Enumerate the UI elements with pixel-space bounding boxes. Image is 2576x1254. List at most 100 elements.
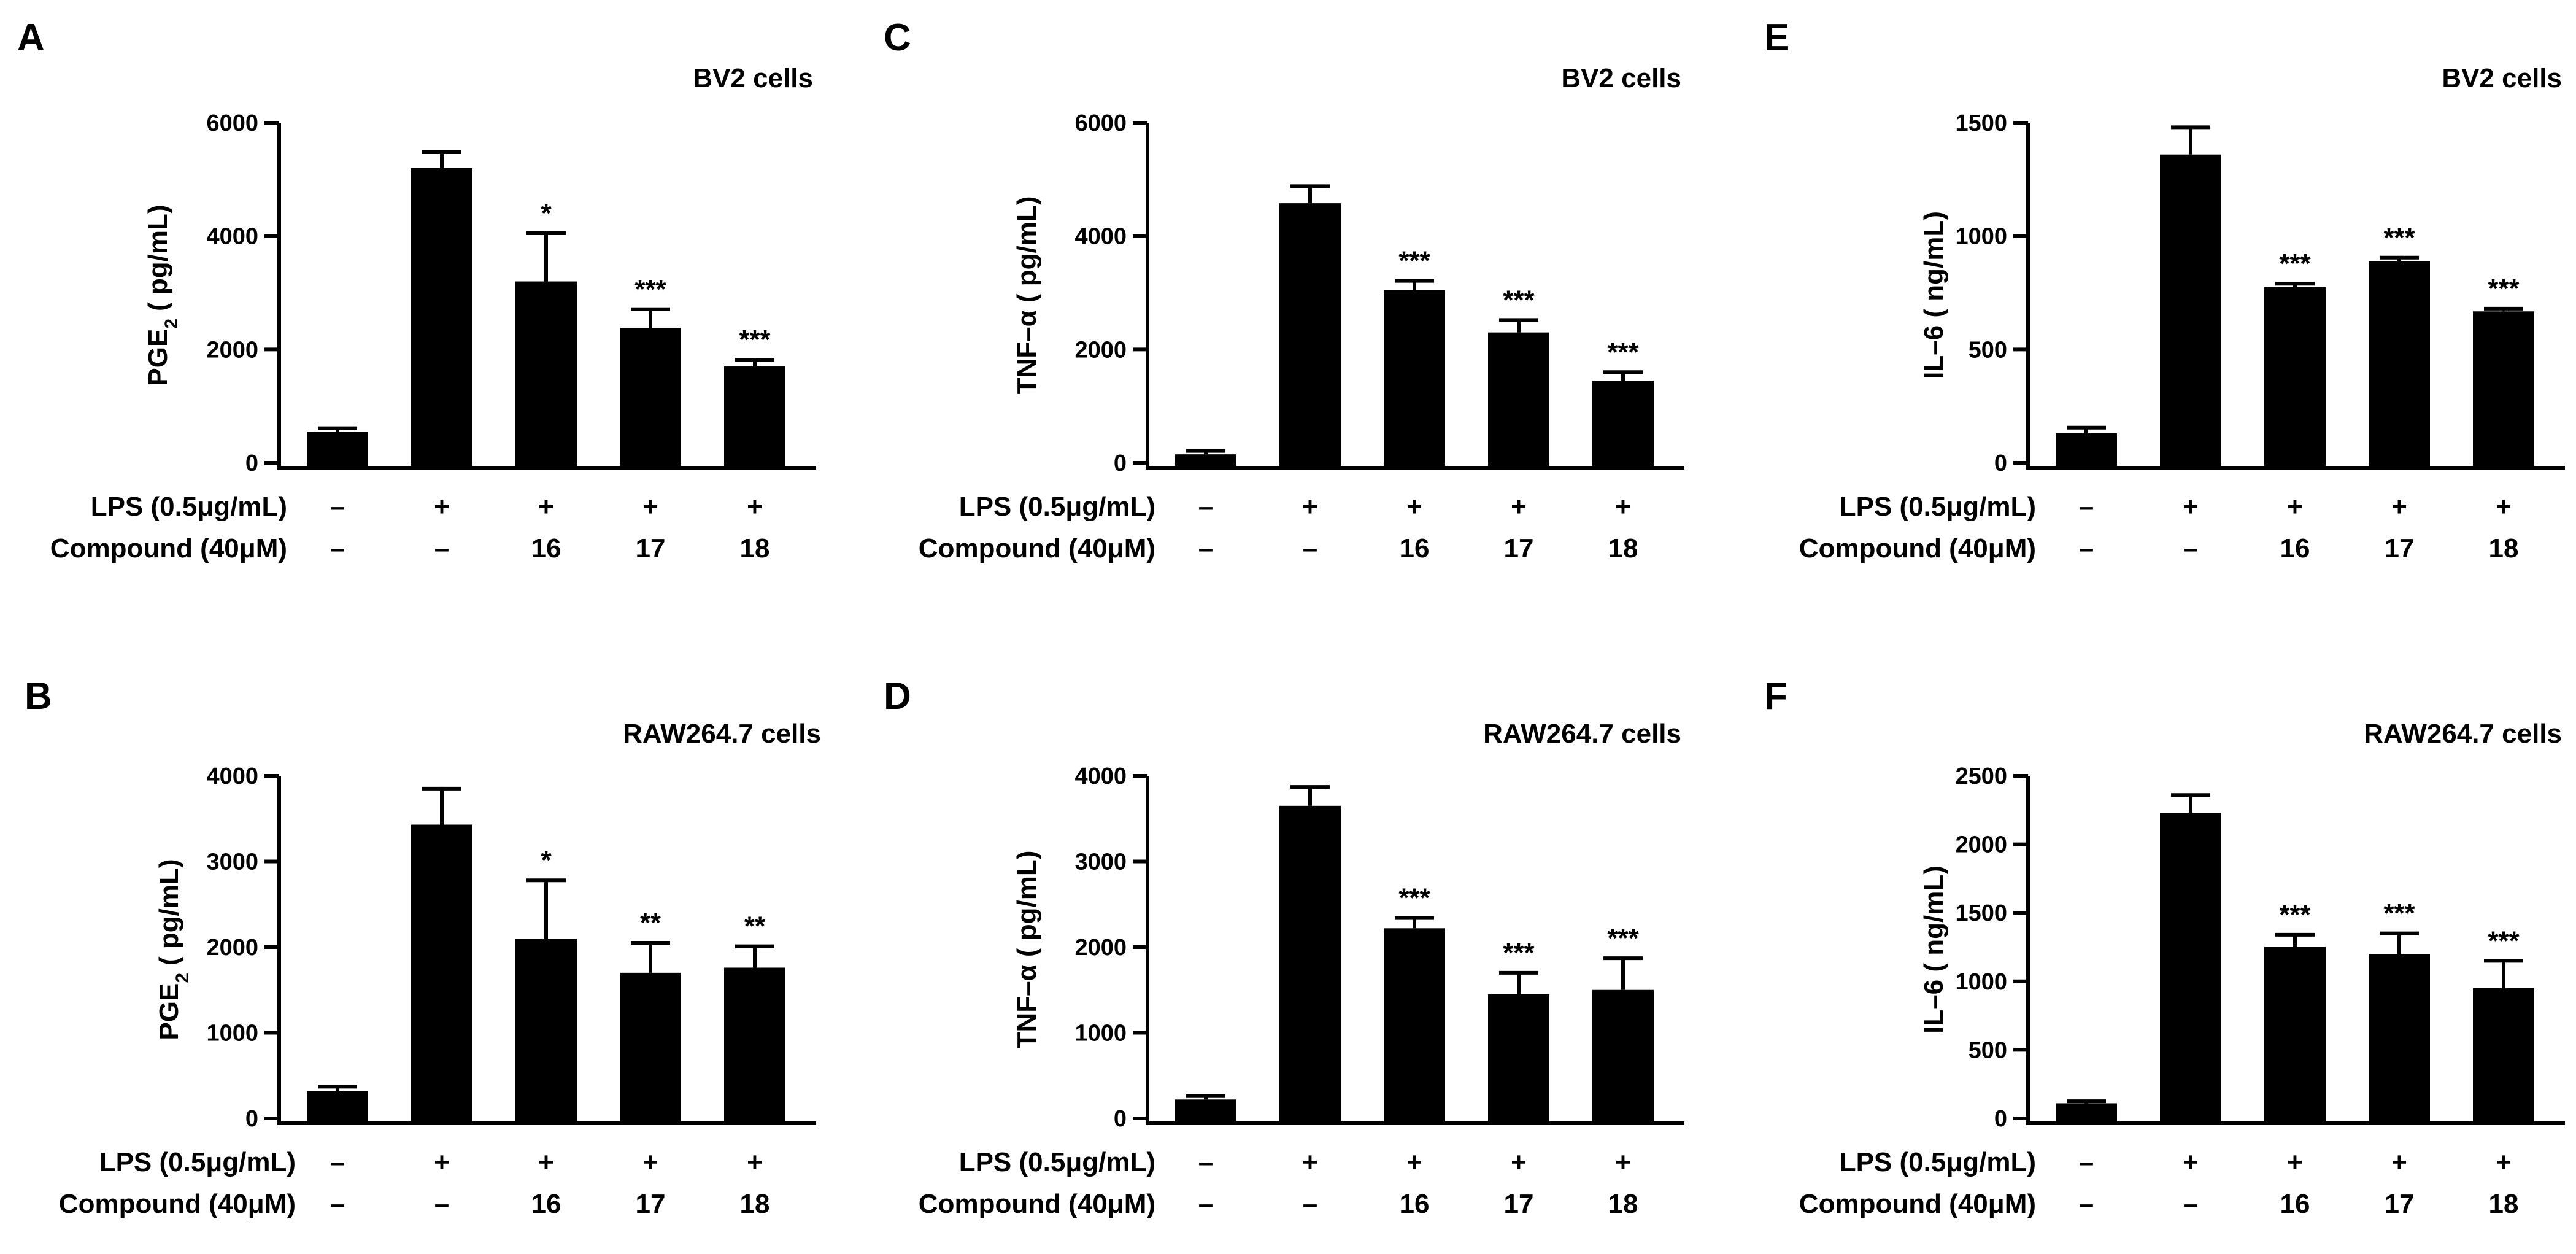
lps-row-label: LPS (0.5μg/mL) (959, 492, 1155, 522)
panel-letter: A (17, 17, 45, 59)
y-axis-label: TNF–α ( pg/mL) (1012, 196, 1042, 395)
y-tick-label: 4000 (1074, 224, 1127, 250)
panel-b: B RAW264.7 cells 0 1000 2000 3000 4000 PGE2 ( pg… (25, 675, 821, 1219)
lps-row-label: LPS (0.5μg/mL) (1840, 492, 2036, 522)
compound-row-label: Compound (40μM) (919, 1189, 1155, 1219)
compound-condition: – (1198, 1189, 1213, 1219)
lps-condition: + (538, 1147, 554, 1177)
compound-condition: 18 (740, 533, 770, 563)
lps-condition: – (2079, 1147, 2094, 1177)
lps-condition: + (2183, 492, 2199, 522)
lps-condition: + (1615, 492, 1631, 522)
lps-condition: – (330, 1147, 345, 1177)
significance-marker: *** (634, 274, 666, 304)
y-label-unit: ( pg/mL) (154, 859, 184, 966)
compound-condition: 16 (1400, 533, 1430, 563)
y-tick-label: 1000 (1955, 969, 2007, 995)
significance-marker: *** (739, 325, 771, 355)
lps-condition: + (434, 1147, 450, 1177)
panel-a: A BV2 cells 0 2000 4000 6000 PGE2 ( pg/mL) – – + – *… (17, 17, 816, 563)
compound-condition: 18 (1608, 1189, 1638, 1219)
lps-condition: + (1302, 1147, 1318, 1177)
compound-condition: 16 (531, 533, 561, 563)
compound-condition: – (1198, 533, 1213, 563)
panel-d: D RAW264.7 cells 0 1000 2000 3000 4000 TNF–α ( … (884, 675, 1684, 1219)
significance-marker: *** (1607, 923, 1639, 953)
compound-condition: 18 (2489, 1189, 2519, 1219)
significance-marker: *** (2383, 899, 2415, 929)
lps-condition: + (642, 1147, 658, 1177)
lps-row-label: LPS (0.5μg/mL) (1840, 1147, 2036, 1177)
chart-title: RAW264.7 cells (1483, 719, 1681, 749)
bar (2473, 311, 2534, 468)
compound-condition: 17 (2385, 533, 2415, 563)
y-tick-label: 0 (1994, 451, 2007, 476)
panel-e: E BV2 cells 0 500 1000 1500 IL–6 ( ng/mL) – – + – *… (1764, 17, 2565, 563)
compound-condition: 17 (636, 1189, 666, 1219)
bar (1592, 381, 1654, 468)
panel-letter: E (1764, 17, 1789, 59)
y-tick-label: 3000 (206, 850, 258, 875)
lps-condition: + (1615, 1147, 1631, 1177)
y-label-main: IL–6 ( ng/mL) (1919, 211, 1949, 379)
lps-row-label: LPS (0.5μg/mL) (91, 492, 287, 522)
y-tick-label: 2000 (206, 935, 258, 961)
y-tick-label: 2000 (1074, 337, 1127, 363)
chart-title: RAW264.7 cells (2364, 719, 2562, 749)
y-tick-label: 0 (1114, 1106, 1127, 1132)
compound-row-label: Compound (40μM) (59, 1189, 296, 1219)
y-label-main: PGE (154, 983, 184, 1040)
bar (411, 168, 472, 468)
y-tick-label: 0 (245, 1106, 258, 1132)
y-axis-label: PGE2 ( pg/mL) (154, 859, 193, 1040)
bar (1279, 805, 1341, 1123)
panel-letter: D (884, 675, 911, 718)
significance-marker: *** (2383, 223, 2415, 253)
compound-condition: 18 (740, 1189, 770, 1219)
y-tick-label: 2500 (1955, 764, 2007, 789)
compound-condition: 16 (2280, 1189, 2310, 1219)
y-tick-label: 0 (1994, 1106, 2007, 1132)
significance-marker: *** (2488, 926, 2520, 956)
y-axis-label: IL–6 ( ng/mL) (1919, 211, 1949, 379)
lps-condition: + (747, 1147, 763, 1177)
compound-condition: 16 (531, 1189, 561, 1219)
bar (1488, 332, 1549, 468)
lps-condition: – (1198, 1147, 1213, 1177)
significance-marker: *** (1398, 246, 1430, 276)
lps-condition: + (2496, 492, 2512, 522)
compound-condition: – (1303, 533, 1317, 563)
lps-row-label: LPS (0.5μg/mL) (99, 1147, 296, 1177)
bar (2473, 988, 2534, 1123)
bar (515, 281, 577, 468)
bar (1384, 928, 1445, 1123)
compound-condition: – (434, 1189, 449, 1219)
bar (2264, 947, 2326, 1123)
y-tick-label: 6000 (1074, 110, 1127, 136)
compound-condition: 16 (2280, 533, 2310, 563)
lps-condition: + (538, 492, 554, 522)
compound-condition: 17 (1504, 533, 1534, 563)
y-tick-label: 1500 (1955, 900, 2007, 926)
significance-marker: * (541, 845, 552, 875)
compound-row-label: Compound (40μM) (919, 533, 1155, 563)
bar (724, 967, 785, 1123)
significance-marker: *** (2279, 900, 2311, 930)
significance-marker: ** (744, 911, 766, 942)
y-tick-label: 1000 (1074, 1021, 1127, 1047)
bar (1279, 203, 1341, 468)
y-tick-label: 1500 (1955, 110, 2007, 136)
lps-condition: + (2183, 1147, 2199, 1177)
panel-c: C BV2 cells 0 2000 4000 6000 TNF–α ( pg/mL) – – +… (884, 17, 1684, 563)
lps-condition: – (330, 492, 345, 522)
compound-condition: 18 (1608, 533, 1638, 563)
compound-condition: 17 (1504, 1189, 1534, 1219)
compound-condition: – (1303, 1189, 1317, 1219)
bar (1175, 1099, 1236, 1123)
y-tick-label: 1000 (1955, 224, 2007, 250)
lps-condition: + (2391, 1147, 2407, 1177)
panel-letter: F (1764, 675, 1787, 718)
significance-marker: ** (640, 908, 661, 938)
bar (1384, 290, 1445, 468)
